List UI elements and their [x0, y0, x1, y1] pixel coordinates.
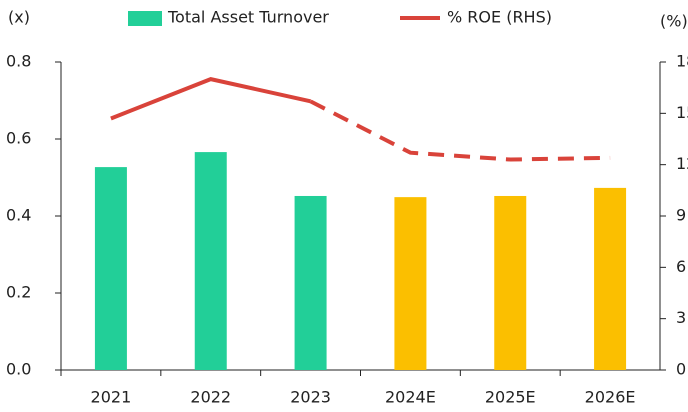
bar: [194, 152, 227, 370]
x-tick-label: 2022: [190, 388, 231, 407]
y-tick-label: 0.2: [6, 283, 31, 302]
y-tick-label: 0.4: [6, 206, 31, 225]
bar: [294, 195, 327, 370]
legend-label: % ROE (RHS): [447, 8, 552, 27]
line: [110, 77, 312, 121]
y2-tick-label: 18: [676, 52, 688, 71]
y-tick-label: 0.8: [6, 52, 31, 71]
legend-label: Total Asset Turnover: [167, 8, 329, 27]
x-tick-label: 2023: [290, 388, 331, 407]
y2-tick-label: 12: [676, 154, 688, 173]
y2-tick-label: 3: [676, 308, 686, 327]
y2-axis-label: (%): [660, 12, 688, 31]
line: [309, 99, 611, 162]
bar: [94, 167, 127, 370]
y2-tick-label: 0: [676, 360, 686, 379]
y-axis-label: (x): [8, 8, 30, 27]
legend-swatch: [128, 11, 162, 26]
x-tick-label: 2025E: [485, 388, 536, 407]
x-tick-label: 2026E: [585, 388, 636, 407]
x-tick-label: 2021: [91, 388, 132, 407]
x-tick-label: 2024E: [385, 388, 436, 407]
y2-tick-label: 15: [676, 103, 688, 122]
bar: [394, 197, 427, 370]
y2-tick-label: 6: [676, 257, 686, 276]
bar: [594, 187, 627, 370]
y2-tick-label: 9: [676, 206, 686, 225]
bar: [494, 195, 527, 370]
y-tick-label: 0.0: [6, 360, 31, 379]
y-tick-label: 0.6: [6, 129, 31, 148]
